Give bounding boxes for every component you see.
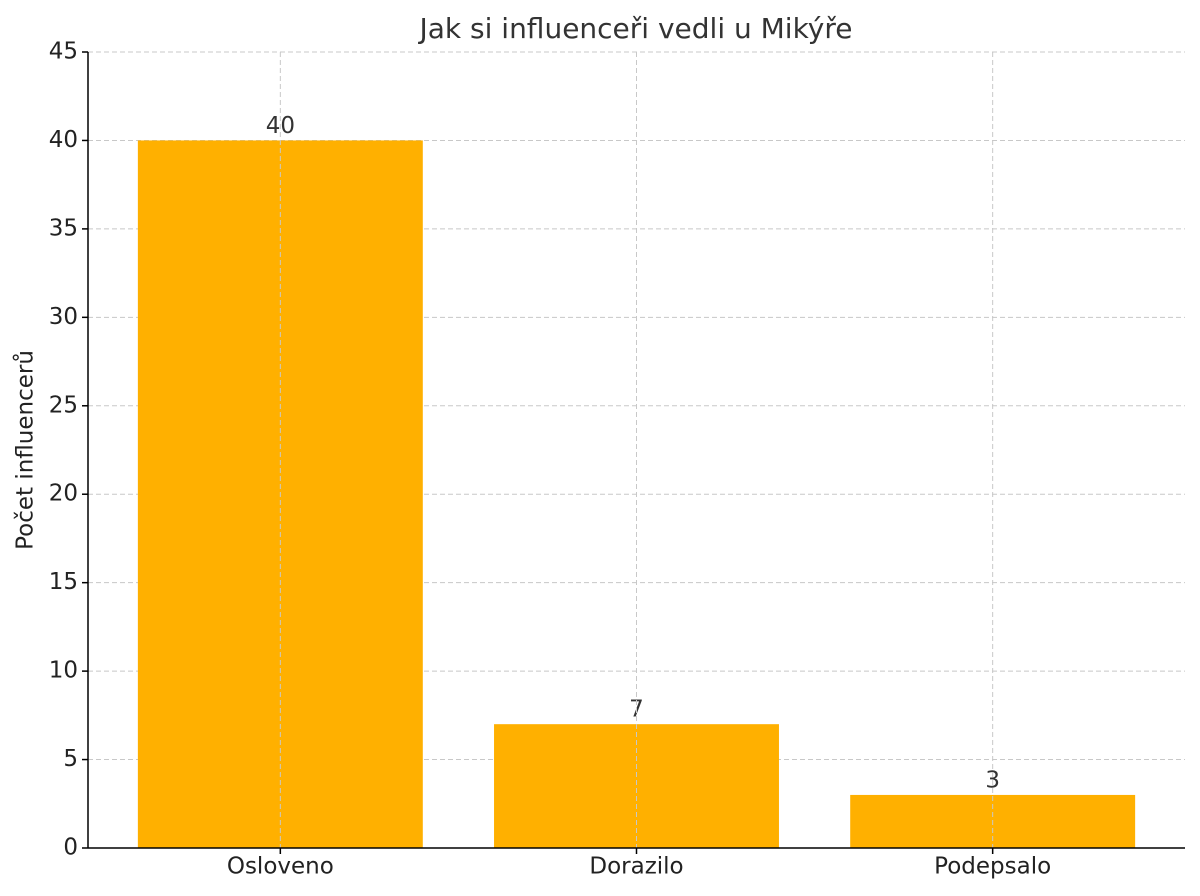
y-tick-label: 30 xyxy=(49,304,78,330)
y-tick-label: 10 xyxy=(49,658,78,684)
x-tick-label: Podepsalo xyxy=(934,854,1051,880)
y-tick-label: 25 xyxy=(49,392,78,418)
y-tick-label: 40 xyxy=(49,127,78,153)
y-tick-label: 15 xyxy=(49,569,78,595)
y-tick-label: 0 xyxy=(63,835,78,861)
x-tick-label: Osloveno xyxy=(227,854,334,880)
y-tick-label: 20 xyxy=(49,481,78,507)
x-tick-label: Dorazilo xyxy=(589,854,683,880)
chart-title: Jak si influenceři vedli u Mikýře xyxy=(417,12,852,45)
y-tick-label: 45 xyxy=(49,39,78,65)
y-axis-label: Počet influencerů xyxy=(12,350,39,550)
y-tick-label: 35 xyxy=(49,215,78,241)
y-tick-label: 5 xyxy=(63,746,78,772)
